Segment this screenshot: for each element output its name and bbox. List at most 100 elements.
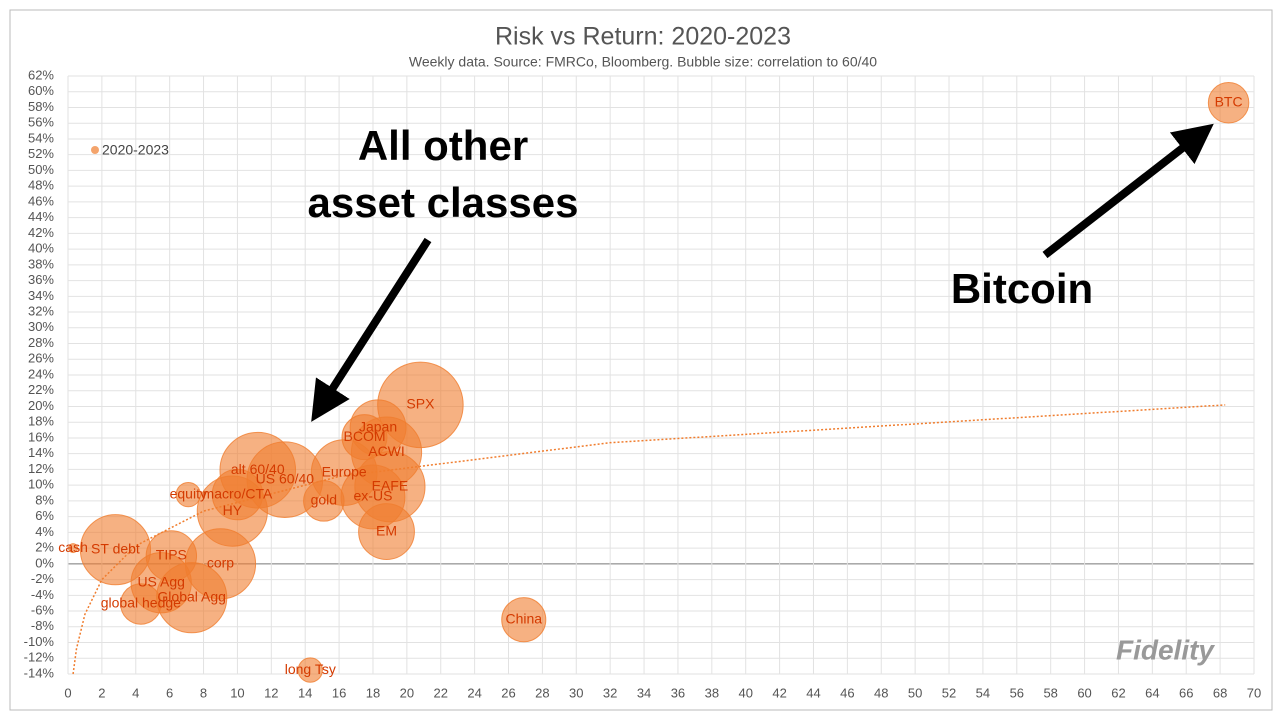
- y-tick-label: -2%: [31, 571, 55, 586]
- annotation: Bitcoin: [951, 265, 1093, 312]
- x-tick-label: 24: [467, 685, 481, 700]
- chart-title: Risk vs Return: 2020-2023: [495, 23, 791, 51]
- y-tick-label: 40%: [28, 241, 54, 256]
- y-tick-label: 54%: [28, 130, 54, 145]
- data-label: long Tsy: [285, 661, 336, 677]
- data-label: BTC: [1215, 93, 1243, 109]
- x-tick-label: 44: [806, 685, 820, 700]
- legend-marker: [91, 146, 99, 154]
- x-tick-label: 50: [908, 685, 922, 700]
- x-tick-label: 54: [976, 685, 990, 700]
- data-label: alt 60/40: [231, 461, 285, 477]
- data-label: global hedge: [101, 595, 181, 611]
- y-tick-label: 18%: [28, 414, 54, 429]
- arrow: [311, 237, 432, 422]
- y-tick-label: -10%: [24, 634, 55, 649]
- data-label: equity: [170, 485, 207, 501]
- y-tick-label: 46%: [28, 193, 54, 208]
- x-tick-label: 60: [1077, 685, 1091, 700]
- y-tick-label: 50%: [28, 162, 54, 177]
- chart-subtitle: Weekly data. Source: FMRCo, Bloomberg. B…: [409, 54, 877, 70]
- x-tick-label: 68: [1213, 685, 1227, 700]
- bubble: [175, 481, 201, 508]
- y-tick-label: 8%: [35, 492, 54, 507]
- grid: -14%-12%-10%-8%-6%-4%-2%0%2%4%6%8%10%12%…: [24, 67, 1262, 700]
- x-tick-label: 64: [1145, 685, 1159, 700]
- y-tick-label: 0%: [35, 555, 54, 570]
- trendline: [72, 404, 1226, 675]
- y-tick-label: 42%: [28, 225, 54, 240]
- x-tick-label: 0: [64, 685, 71, 700]
- data-label: China: [505, 610, 542, 626]
- y-tick-label: 60%: [28, 83, 54, 98]
- x-tick-label: 52: [942, 685, 956, 700]
- data-label: corp: [207, 555, 234, 571]
- y-tick-label: 56%: [28, 115, 54, 130]
- data-label: EM: [376, 522, 397, 538]
- x-tick-label: 40: [738, 685, 752, 700]
- y-tick-label: -4%: [31, 587, 55, 602]
- y-tick-label: 14%: [28, 445, 54, 460]
- bubble: [501, 597, 547, 643]
- x-tick-label: 42: [772, 685, 786, 700]
- x-tick-label: 20: [400, 685, 414, 700]
- x-tick-label: 14: [298, 685, 312, 700]
- x-tick-label: 8: [200, 685, 207, 700]
- bubble: [120, 583, 162, 625]
- x-tick-label: 22: [434, 685, 448, 700]
- data-label: SPX: [406, 396, 435, 412]
- data-label: EAFE: [372, 477, 409, 493]
- x-tick-label: 12: [264, 685, 278, 700]
- data-label: TIPS: [156, 547, 187, 563]
- y-tick-label: 12%: [28, 461, 54, 476]
- y-tick-label: 10%: [28, 477, 54, 492]
- x-tick-label: 16: [332, 685, 346, 700]
- x-tick-label: 58: [1043, 685, 1057, 700]
- bubble: [68, 543, 79, 554]
- logo: Fidelity: [1116, 634, 1215, 665]
- y-tick-label: 38%: [28, 256, 54, 271]
- y-tick-label: 34%: [28, 288, 54, 303]
- y-tick-label: 52%: [28, 146, 54, 161]
- y-tick-label: 48%: [28, 178, 54, 193]
- y-tick-label: 6%: [35, 508, 54, 523]
- x-tick-label: 70: [1247, 685, 1261, 700]
- x-tick-label: 4: [132, 685, 139, 700]
- x-tick-label: 56: [1010, 685, 1024, 700]
- bubble: [358, 503, 415, 560]
- annotation: asset classes: [308, 179, 579, 226]
- x-tick-label: 10: [230, 685, 244, 700]
- y-tick-label: 16%: [28, 429, 54, 444]
- x-tick-label: 34: [637, 685, 651, 700]
- x-tick-label: 26: [501, 685, 515, 700]
- bubble: [297, 657, 323, 683]
- y-tick-label: -8%: [31, 618, 55, 633]
- x-tick-label: 6: [166, 685, 173, 700]
- x-tick-label: 48: [874, 685, 888, 700]
- annotation: All other: [358, 122, 528, 169]
- data-label: cash: [58, 539, 88, 555]
- y-tick-label: -14%: [24, 665, 55, 680]
- y-tick-label: -6%: [31, 602, 55, 617]
- y-tick-label: 32%: [28, 303, 54, 318]
- x-tick-label: 18: [366, 685, 380, 700]
- x-tick-label: 38: [705, 685, 719, 700]
- data-label: HY: [223, 502, 243, 518]
- y-tick-label: -12%: [24, 650, 55, 665]
- y-tick-label: 2%: [35, 540, 54, 555]
- y-tick-label: 30%: [28, 319, 54, 334]
- x-tick-label: 36: [671, 685, 685, 700]
- y-tick-label: 20%: [28, 398, 54, 413]
- y-tick-label: 62%: [28, 67, 54, 82]
- y-tick-label: 44%: [28, 209, 54, 224]
- data-label: US Agg: [137, 573, 184, 589]
- x-tick-label: 28: [535, 685, 549, 700]
- data-label: ACWI: [368, 443, 405, 459]
- y-tick-label: 4%: [35, 524, 54, 539]
- x-tick-label: 62: [1111, 685, 1125, 700]
- y-tick-label: 22%: [28, 382, 54, 397]
- x-tick-label: 32: [603, 685, 617, 700]
- x-tick-label: 30: [569, 685, 583, 700]
